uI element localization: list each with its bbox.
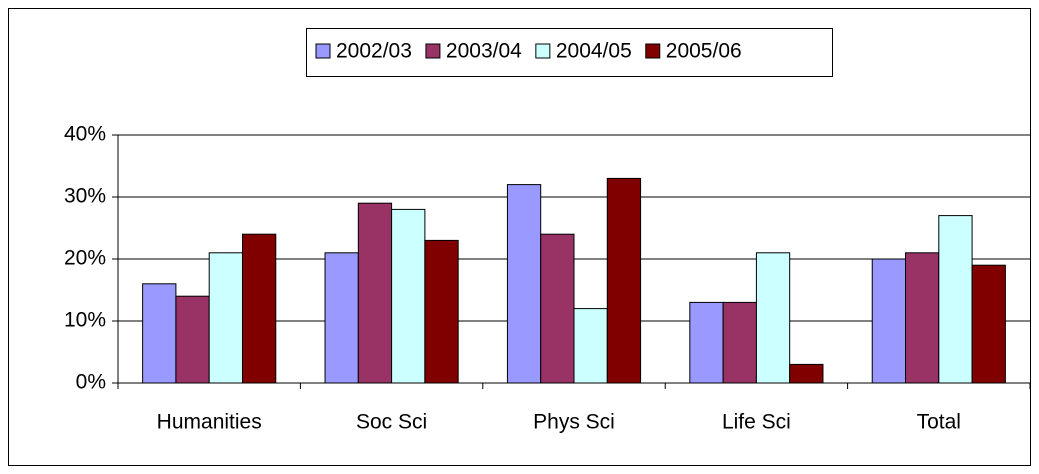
bar: [722, 301, 757, 384]
bar: [391, 208, 426, 384]
x-tick-label: Soc Sci: [356, 411, 427, 434]
x-tick-label: Life Sci: [722, 411, 791, 434]
x-tick-label: Humanities: [157, 411, 262, 434]
y-tick-label: 20%: [64, 247, 106, 270]
y-tick-label: 30%: [64, 185, 106, 208]
y-tick-label: 0%: [76, 371, 106, 394]
legend-swatch: [645, 43, 661, 59]
x-tick-label: Total: [917, 411, 961, 434]
legend-swatch: [535, 43, 551, 59]
bar: [755, 252, 791, 384]
bar: [971, 264, 1006, 384]
y-tick-label: 40%: [64, 123, 106, 146]
legend-swatch: [425, 43, 441, 59]
bar: [938, 215, 973, 384]
x-tick-label: Phys Sci: [533, 411, 615, 434]
bar: [142, 283, 177, 384]
bar: [606, 177, 642, 384]
bar: [175, 295, 210, 384]
legend-swatch: [315, 43, 331, 59]
bar: [689, 301, 724, 384]
legend-label: 2004/05: [556, 40, 632, 63]
legend-label: 2003/04: [446, 40, 522, 63]
bar: [324, 252, 359, 384]
bar: [241, 233, 277, 384]
bar: [208, 252, 243, 384]
legend-label: 2005/06: [666, 40, 742, 63]
bar: [573, 308, 608, 384]
legend-box: [306, 28, 833, 77]
legend-label: 2002/03: [336, 40, 412, 63]
y-tick-label: 10%: [64, 309, 106, 332]
bar: [357, 202, 393, 384]
bar: [424, 239, 459, 384]
bar: [905, 252, 940, 384]
bar: [506, 184, 542, 384]
bar: [540, 233, 575, 384]
bar: [871, 258, 907, 384]
bar: [789, 363, 824, 384]
